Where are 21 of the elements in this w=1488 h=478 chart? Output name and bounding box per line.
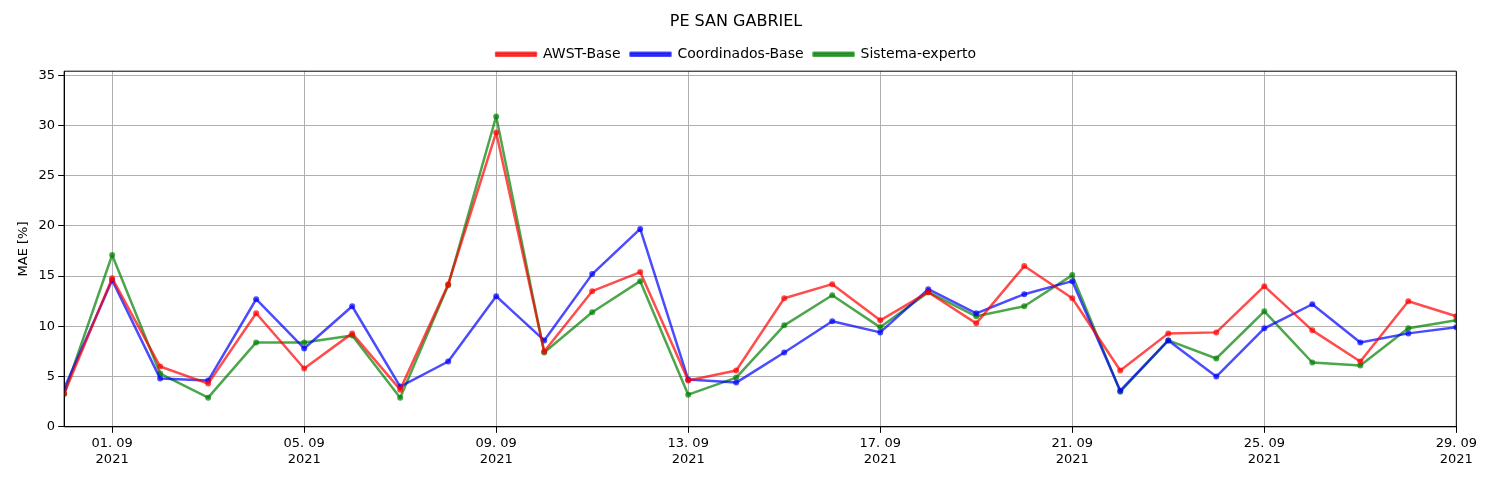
x-tick-label: 13. 09 2021 [667,434,709,466]
legend-label: Sistema-experto [860,44,976,61]
y-tick-label: 35 [38,66,56,82]
x-tick-label: 21. 09 2021 [1051,434,1093,466]
legend-label: Coordinados-Base [677,44,804,61]
y-tick-label: 0 [46,418,56,434]
x-tick-label: 17. 09 2021 [859,434,901,466]
y-tick-label: 10 [38,317,56,333]
y-axis-title: MAE [%] [15,221,31,277]
y-tick-label: 20 [38,217,56,233]
y-tick-label: 15 [38,267,56,283]
x-tick-label: 25. 09 2021 [1243,434,1285,466]
y-tick-label: 25 [38,167,56,183]
x-tick-label: 01. 09 2021 [91,434,133,466]
x-tick-label: 05. 09 2021 [283,434,325,466]
x-tick-label: 29. 09 2021 [1435,434,1478,466]
x-tick-label: 09. 09 2021 [475,434,517,466]
y-tick-label: 30 [38,116,56,132]
legend-label: AWST-Base [543,44,621,61]
chart-title: PE SAN GABRIEL [669,10,803,30]
y-tick-label: 5 [46,367,56,383]
